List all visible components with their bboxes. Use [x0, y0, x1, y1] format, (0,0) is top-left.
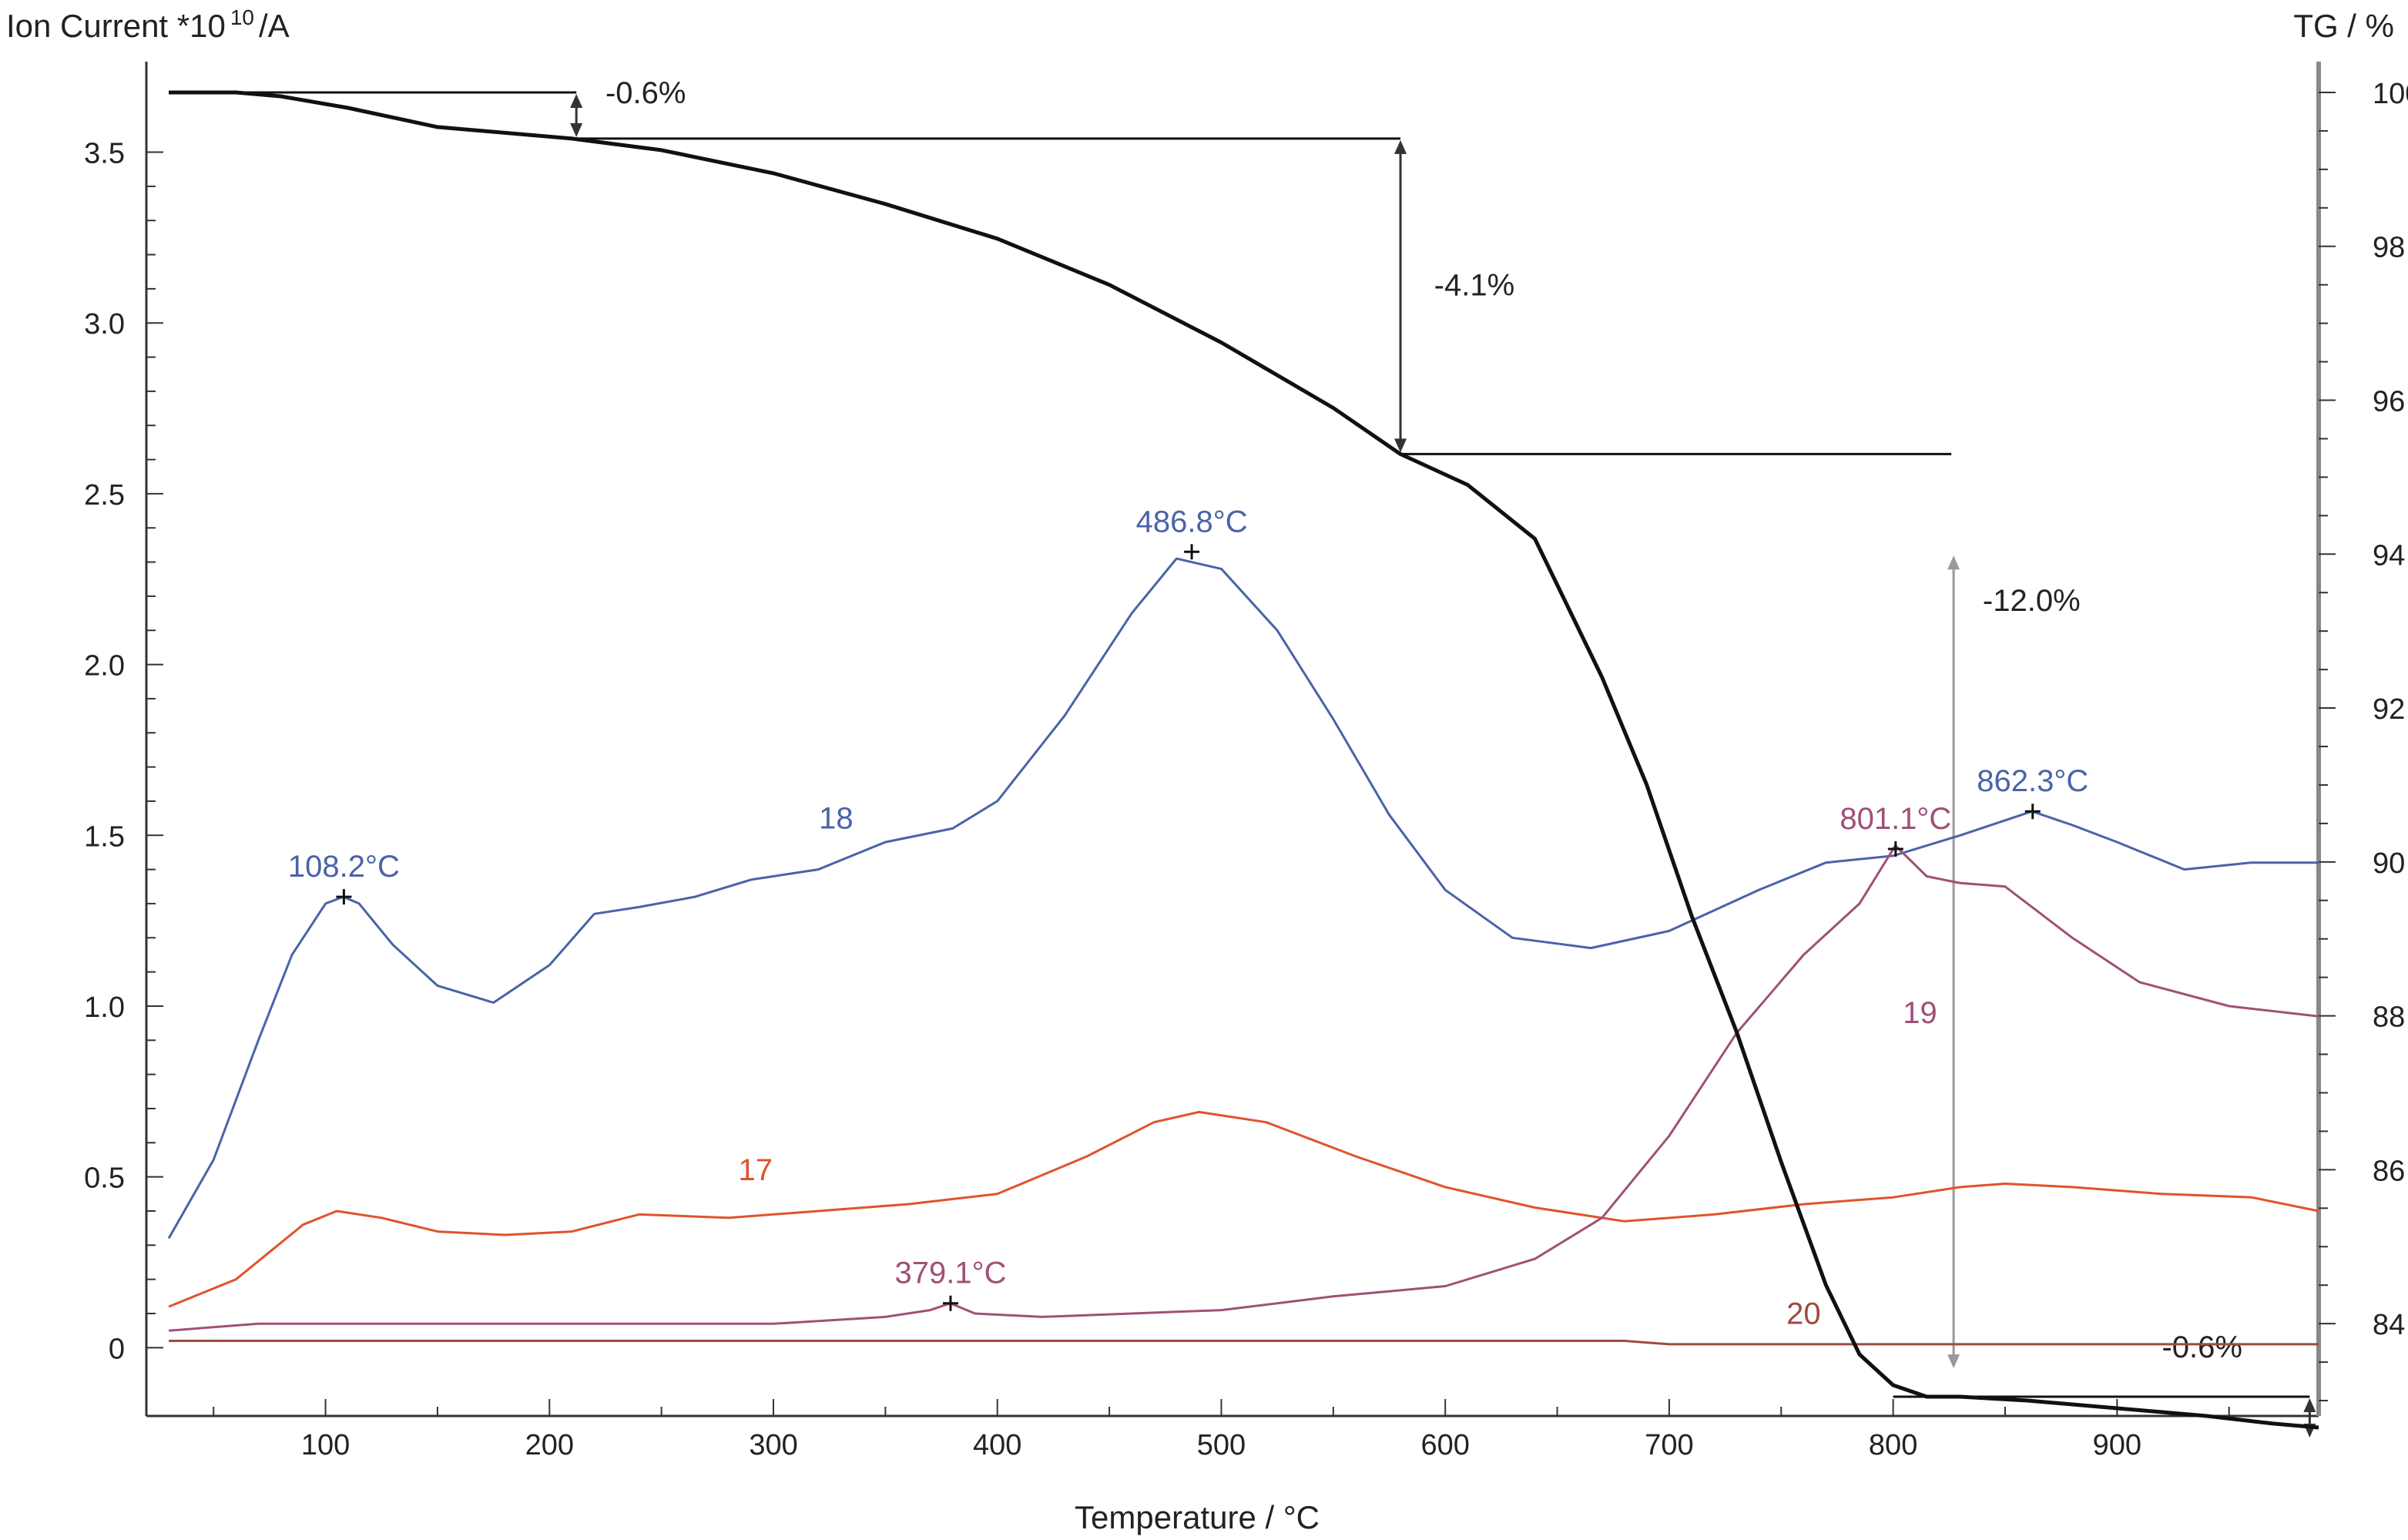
series-label: 18	[819, 801, 854, 835]
x-tick-label: 200	[525, 1429, 574, 1461]
x-tick-label: 300	[749, 1429, 797, 1461]
right-tick-label: 96	[2373, 386, 2405, 418]
right-tick-label: 94	[2373, 539, 2405, 572]
step-arrow-head-top	[1947, 555, 1960, 570]
step-arrow-head-bottom	[570, 122, 583, 137]
peak-label: 486.8°C	[1136, 505, 1248, 538]
series-line-19	[168, 844, 2319, 1332]
series-label: 20	[1786, 1297, 1821, 1330]
series-line-tg	[169, 90, 2319, 1430]
step-arrow-head-top	[2303, 1398, 2316, 1413]
left-axis-title-main: Ion Current *10	[6, 8, 226, 44]
series-label: 19	[1903, 996, 1937, 1030]
step-arrow-head-bottom	[1947, 1354, 1960, 1369]
peak-label: 108.2°C	[288, 850, 400, 884]
left-axis-title: Ion Current *10 10/A	[6, 5, 290, 44]
left-tick-label: 3.0	[84, 308, 125, 341]
series-label: 17	[739, 1153, 773, 1187]
left-tick-label: 1.0	[84, 991, 125, 1024]
step-label: -0.6%	[2161, 1330, 2242, 1364]
right-axis-title: TG / %	[2293, 8, 2394, 44]
series-line-18	[167, 557, 2319, 1240]
right-tick-label: 84	[2373, 1309, 2405, 1341]
step-arrow-head-top	[570, 93, 583, 108]
step-label: -0.6%	[605, 76, 686, 110]
step-label: -4.1%	[1434, 269, 1515, 303]
step-arrow-head-bottom	[1394, 438, 1407, 453]
left-tick-label: 2.5	[84, 479, 125, 512]
x-tick-label: 500	[1197, 1429, 1246, 1461]
peak-marker	[942, 1295, 958, 1311]
right-tick-label: 86	[2373, 1155, 2405, 1187]
step-arrow-head-top	[1394, 139, 1407, 154]
left-tick-label: 3.5	[84, 138, 125, 170]
x-tick-label: 600	[1420, 1429, 1469, 1461]
x-tick-label: 400	[973, 1429, 1021, 1461]
right-tick-label: 88	[2373, 1002, 2405, 1034]
left-axis-title-exp: 10	[230, 5, 254, 29]
left-tick-label: 0	[109, 1333, 125, 1365]
peak-label: 862.3°C	[1977, 764, 2088, 798]
peak-marker	[2024, 804, 2041, 820]
peak-label: 801.1°C	[1840, 802, 1951, 836]
right-tick-label: 98	[2373, 232, 2405, 264]
right-tick-label: 100	[2373, 78, 2408, 110]
right-tick-label: 92	[2373, 693, 2405, 726]
step-label: -12.0%	[1983, 584, 2081, 618]
peak-marker	[1184, 544, 1200, 560]
x-tick-label: 900	[2093, 1429, 2141, 1461]
x-tick-label: 100	[301, 1429, 350, 1461]
x-axis-title: Temperature / °C	[1075, 1499, 1320, 1535]
left-axis-title-unit: /A	[259, 8, 290, 44]
right-tick-label: 90	[2373, 847, 2405, 880]
x-tick-label: 700	[1645, 1429, 1693, 1461]
plot-layer: 100 200 300 400 500 600 700 800 900 0 0.5 1.0 1.5 2.0…	[84, 62, 2408, 1461]
x-tick-label: 800	[1869, 1429, 1917, 1461]
peak-marker	[1887, 841, 1903, 857]
series-line-17	[168, 1110, 2319, 1308]
series-line-20	[169, 1340, 2319, 1346]
left-tick-label: 2.0	[84, 650, 125, 683]
peak-marker	[336, 889, 352, 905]
left-tick-label: 1.5	[84, 820, 125, 853]
peak-label: 379.1°C	[894, 1256, 1006, 1290]
left-tick-label: 0.5	[84, 1163, 125, 1195]
